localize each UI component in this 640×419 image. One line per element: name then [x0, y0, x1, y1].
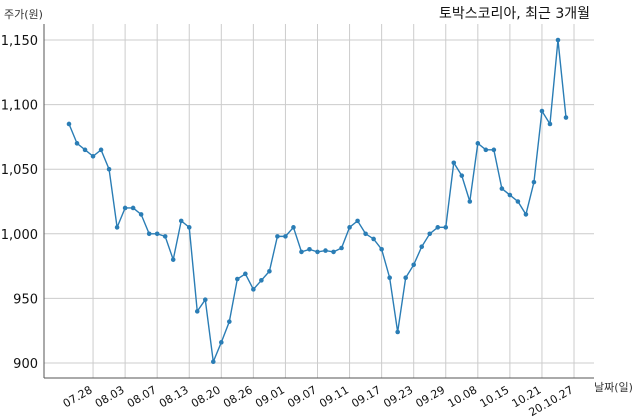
data-point — [154, 231, 160, 237]
data-point — [227, 319, 232, 324]
data-point — [411, 262, 416, 268]
data-point — [355, 218, 360, 224]
data-point — [74, 141, 80, 146]
data-point — [363, 231, 368, 237]
grid — [44, 24, 594, 378]
x-tick-label: 09.29 — [413, 383, 447, 410]
series-line-group — [66, 37, 569, 365]
data-point — [507, 192, 513, 198]
data-point — [427, 231, 433, 237]
data-point — [82, 147, 88, 153]
x-tick-label: 09.01 — [253, 383, 287, 410]
data-point — [170, 257, 176, 262]
data-point — [315, 249, 320, 255]
x-tick-label: 09.23 — [381, 383, 415, 410]
axes — [43, 24, 594, 379]
data-point — [563, 115, 569, 120]
y-tick-label: 900 — [13, 357, 38, 372]
y-tick-label: 950 — [13, 292, 38, 307]
x-tick-label: 10.15 — [478, 383, 512, 410]
data-point — [419, 244, 425, 250]
y-axis-title: 주가(원) — [4, 8, 43, 21]
x-tick-label: 08.03 — [93, 383, 127, 410]
data-point — [515, 199, 521, 204]
data-point — [475, 141, 481, 146]
data-point — [267, 268, 272, 274]
data-point — [162, 234, 168, 239]
data-point — [90, 153, 96, 159]
x-tick-label: 08.20 — [189, 383, 223, 410]
x-tick-label: 08.26 — [221, 383, 255, 410]
data-point — [435, 225, 441, 230]
data-point — [451, 160, 457, 166]
tick-labels: 900 950 1,000 1,050 1,100 1,150 07.2808.0308.0… — [1, 34, 576, 419]
data-point — [251, 287, 256, 292]
data-point — [523, 212, 529, 217]
data-point — [499, 186, 505, 191]
data-point — [299, 249, 304, 255]
x-tick-label: 07.28 — [61, 383, 95, 410]
data-point — [387, 275, 392, 281]
data-point — [259, 278, 264, 283]
data-point — [443, 225, 449, 230]
data-point — [219, 340, 224, 345]
data-point — [122, 205, 128, 211]
chart-title: 토박스코리아, 최근 3개월 — [439, 6, 590, 22]
data-point — [130, 205, 136, 211]
y-tick-label: 1,000 — [1, 228, 38, 243]
data-point — [371, 236, 376, 242]
x-tick-label: 08.07 — [125, 383, 159, 410]
data-point — [194, 309, 200, 314]
data-point — [186, 225, 192, 230]
data-point — [243, 271, 248, 277]
data-point — [275, 234, 280, 239]
data-point — [379, 247, 384, 252]
data-point — [178, 218, 184, 224]
x-tick-label: 09.11 — [317, 383, 351, 410]
data-point — [138, 212, 144, 217]
x-tick-label: 09.17 — [349, 383, 383, 410]
data-point — [403, 275, 408, 281]
data-point — [66, 121, 72, 127]
data-point — [483, 147, 489, 153]
x-axis-title: 날짜(일) — [594, 380, 633, 394]
data-point — [283, 234, 288, 239]
y-tick-label: 1,150 — [1, 34, 38, 49]
y-tick-label: 1,100 — [1, 99, 38, 114]
x-tick-label: 09.07 — [285, 383, 319, 410]
data-point — [467, 199, 473, 204]
data-point — [539, 108, 545, 114]
data-point — [114, 225, 120, 230]
data-point — [210, 359, 216, 365]
data-point — [202, 297, 208, 302]
data-point — [395, 329, 400, 335]
data-point — [547, 121, 553, 127]
data-point — [307, 247, 312, 252]
data-point — [459, 173, 465, 178]
data-point — [291, 225, 296, 230]
data-point — [106, 166, 112, 172]
x-tick-label: 10.08 — [446, 383, 480, 410]
data-point — [491, 147, 497, 153]
y-tick-label: 1,050 — [1, 163, 38, 178]
data-point — [555, 37, 561, 43]
data-point — [146, 231, 152, 237]
data-point — [531, 179, 537, 185]
data-point — [323, 248, 328, 253]
data-point — [347, 225, 352, 230]
x-tick-label: 08.13 — [157, 383, 191, 410]
data-point — [331, 249, 336, 255]
data-point — [235, 276, 240, 282]
data-point — [98, 147, 104, 153]
data-point — [339, 245, 344, 251]
